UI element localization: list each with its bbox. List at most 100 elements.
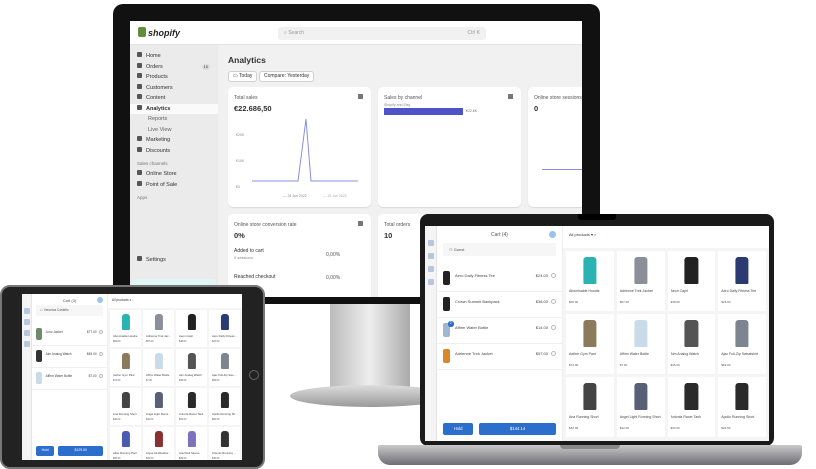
cart-item-price: $45.00 bbox=[86, 351, 97, 356]
product-tile[interactable]: Ariel Roll Sleeve $39.00 bbox=[176, 427, 207, 460]
product-tile[interactable]: Artemis Running Short $45.00 bbox=[209, 427, 240, 460]
tablet-home-button[interactable] bbox=[249, 370, 259, 380]
remove-item-icon[interactable] bbox=[99, 329, 103, 334]
cart-line-item[interactable]: Aero Daily Fitness Tee $24.00 bbox=[437, 266, 562, 292]
compare-button[interactable]: Compare: Yesterday bbox=[259, 71, 315, 82]
product-price: $45.00 bbox=[670, 363, 680, 368]
product-tile[interactable]: Argus All-Weather Tank $22.00 bbox=[143, 427, 174, 460]
product-tile[interactable]: Apollo Running Short $32.50 bbox=[718, 377, 766, 437]
sidebar-item-marketing[interactable]: Marketing bbox=[130, 135, 218, 146]
product-tile[interactable]: Ajax Full-Zip Sweatshirt $69.00 bbox=[718, 314, 766, 374]
rail-icon[interactable] bbox=[24, 319, 30, 325]
shopify-admin-screen: shopify ⌕ Search Ctrl K Home Orders 10 Produ… bbox=[130, 21, 582, 297]
hold-button[interactable]: Hold bbox=[443, 423, 474, 435]
date-range-button[interactable]: ▭ Today bbox=[228, 71, 258, 82]
sidebar-item-reports[interactable]: Reports bbox=[130, 114, 218, 125]
rail-icon[interactable] bbox=[428, 240, 434, 246]
rail-icon[interactable] bbox=[24, 330, 30, 336]
product-tile[interactable]: Aeon Capri $48.00 bbox=[176, 310, 207, 347]
cart-line-item[interactable]: 2 Affirm Water Bottle $14.00 bbox=[437, 318, 562, 344]
remove-item-icon[interactable] bbox=[99, 373, 103, 378]
search-icon[interactable]: ⌕ bbox=[132, 298, 134, 302]
sidebar-item-online-store[interactable]: Online Store bbox=[130, 169, 218, 180]
product-tile[interactable]: Abominable Hoodie $69.00 bbox=[110, 310, 141, 347]
product-tile[interactable]: Affirm Water Bottle $7.00 bbox=[616, 314, 665, 374]
product-tile[interactable]: Angel Light Running Short $42.00 bbox=[143, 388, 174, 425]
product-tile[interactable]: Atlas Running Pant $56.00 bbox=[110, 427, 141, 460]
sidebar-item-customers[interactable]: Customers bbox=[130, 83, 218, 94]
rail-icon[interactable] bbox=[428, 266, 434, 272]
sidebar-item-discounts[interactable]: Discounts bbox=[130, 146, 218, 157]
customer-field[interactable]: ⚇ Guest bbox=[443, 242, 556, 256]
shopify-logo[interactable]: shopify bbox=[138, 27, 180, 38]
product-tile[interactable]: Affirm Water Bottle $7.00 bbox=[143, 349, 174, 386]
total-sales-card[interactable]: Total sales €22.686,50 €20K €10K €0 — 24… bbox=[228, 87, 371, 207]
remove-item-icon[interactable] bbox=[99, 351, 103, 356]
product-tile[interactable]: Adrienne Trek Jacket $57.00 bbox=[143, 310, 174, 347]
product-tile[interactable]: Aether Gym Pant $74.00 bbox=[110, 349, 141, 386]
cart-line-item[interactable]: Aim Analog Watch $45.00 bbox=[32, 346, 107, 368]
product-tile[interactable]: Aim Analog Watch $45.00 bbox=[176, 349, 207, 386]
product-tile[interactable]: Ana Running Short $40.00 bbox=[566, 377, 614, 437]
customer-field[interactable]: ⚇ Veronica Costello bbox=[36, 305, 103, 316]
sidebar-item-home[interactable]: Home bbox=[130, 51, 218, 62]
product-tile[interactable]: Aero Daily Fitness Tee $24.00 bbox=[718, 251, 766, 311]
cart-line-item[interactable]: Adrienne Trek Jacket $57.00 bbox=[437, 344, 562, 370]
sales-channels-label[interactable]: Sales channels bbox=[137, 161, 168, 166]
product-tile[interactable]: Ana Running Short $40.00 bbox=[110, 388, 141, 425]
product-name: Antonia Racer Tank bbox=[179, 411, 204, 416]
cart-line-item[interactable]: Crown Summit Backpack $38.00 bbox=[437, 292, 562, 318]
cart-line-item[interactable]: Affirm Water Bottle $7.00 bbox=[32, 368, 107, 390]
conversion-card[interactable]: Online store conversion rate 0% Added to… bbox=[228, 214, 371, 297]
product-tile[interactable]: Angel Light Running Short $42.00 bbox=[616, 377, 665, 437]
search-icon[interactable]: ⌕ bbox=[594, 232, 597, 237]
product-image bbox=[735, 320, 749, 347]
sales-by-channel-card[interactable]: Sales by channel Shopify and Etsy €22.6K bbox=[378, 87, 521, 207]
sidebar-item-point-of-sale[interactable]: Point of Sale bbox=[130, 180, 218, 191]
laptop-camera-notch bbox=[578, 214, 616, 220]
rail-icon[interactable] bbox=[428, 253, 434, 259]
product-tile[interactable]: Aero Daily Fitness Tee $24.00 bbox=[209, 310, 240, 347]
discount-tag-icon[interactable] bbox=[97, 297, 103, 303]
sidebar-item-live-view[interactable]: Live View bbox=[130, 125, 218, 136]
product-image bbox=[154, 352, 163, 370]
apps-label[interactable]: Apps bbox=[137, 195, 148, 200]
sidebar-item-products[interactable]: Products bbox=[130, 72, 218, 83]
remove-item-icon[interactable] bbox=[551, 272, 556, 278]
product-tile[interactable]: Apollo Running Short $32.50 bbox=[209, 388, 240, 425]
product-tile[interactable]: Ajax Full-Zip Sweatshirt $69.00 bbox=[209, 349, 240, 386]
calendar-icon: ▭ bbox=[233, 73, 240, 79]
cart-panel: Cart (3) ⚇ Veronica Costello Juno Jacket $7… bbox=[32, 294, 108, 460]
sidebar-item-content[interactable]: Content bbox=[130, 93, 218, 104]
cart-line-item[interactable]: Juno Jacket $77.00 bbox=[32, 324, 107, 346]
product-tile[interactable]: Aether Gym Pant $74.00 bbox=[566, 314, 614, 374]
rail-icon[interactable] bbox=[24, 308, 30, 314]
product-tile[interactable]: Abominable Hoodie $69.00 bbox=[566, 251, 614, 311]
rail-icon[interactable] bbox=[24, 341, 30, 347]
sidebar-item-analytics[interactable]: Analytics bbox=[130, 103, 218, 114]
checkout-total-button[interactable]: $144.14 bbox=[479, 423, 556, 435]
product-tile[interactable]: Adrienne Trek Jacket $57.00 bbox=[616, 251, 665, 311]
discount-tag-icon[interactable] bbox=[549, 231, 556, 238]
product-filter-dropdown[interactable]: All products ▾ ⌕ bbox=[569, 232, 596, 237]
rail-icon[interactable] bbox=[428, 279, 434, 285]
cart-panel: Cart (4) ⚇ Guest Aero Daily Fitness Tee $24… bbox=[437, 226, 563, 441]
remove-item-icon[interactable] bbox=[551, 350, 556, 356]
sessions-card[interactable]: Online store sessions 0 bbox=[528, 87, 582, 207]
product-tile[interactable]: Antonia Racer Tank $34.00 bbox=[176, 388, 207, 425]
remove-item-icon[interactable] bbox=[551, 324, 556, 330]
product-filter-dropdown[interactable]: All products ▾ ⌕ bbox=[112, 298, 134, 302]
sidebar-item-settings[interactable]: Settings bbox=[130, 255, 218, 266]
product-tile[interactable]: Antonia Racer Tank $34.00 bbox=[667, 377, 716, 437]
remove-item-icon[interactable] bbox=[551, 298, 556, 304]
product-thumbnail bbox=[443, 349, 450, 364]
channel-icon bbox=[137, 170, 142, 175]
product-tile[interactable]: Aim Analog Watch $45.00 bbox=[667, 314, 716, 374]
hold-button[interactable]: Hold bbox=[36, 446, 55, 456]
product-tile[interactable]: Aeon Capri $48.00 bbox=[667, 251, 716, 311]
checkout-total-button[interactable]: $129.00 bbox=[58, 446, 103, 456]
search-input[interactable]: ⌕ Search Ctrl K bbox=[278, 27, 486, 40]
sidebar-item-orders[interactable]: Orders 10 bbox=[130, 62, 218, 73]
cart-item-price: $24.00 bbox=[535, 272, 548, 278]
legend-label: 23 Jun 2022 bbox=[327, 194, 347, 198]
